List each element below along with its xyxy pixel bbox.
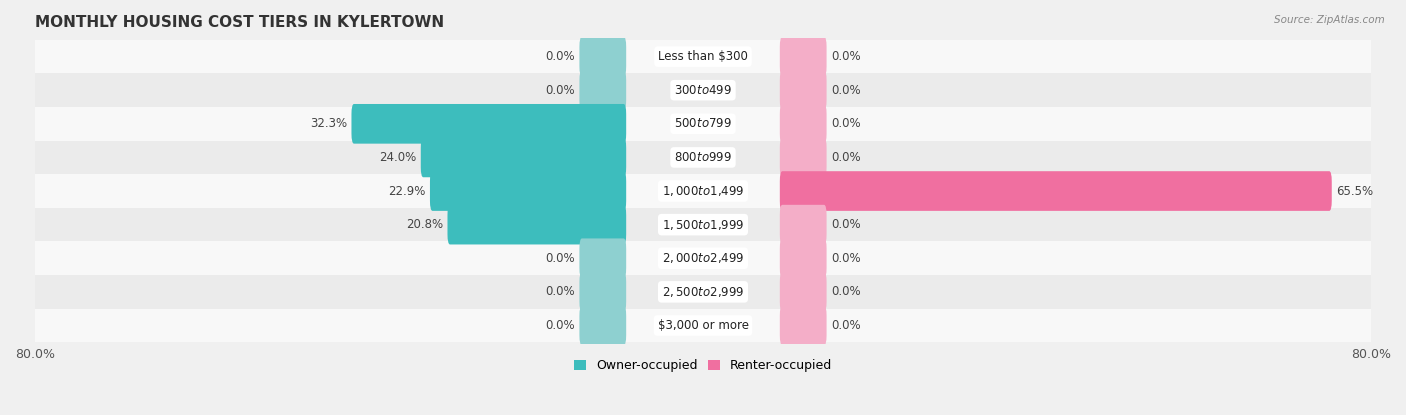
Bar [35,208,1371,242]
FancyBboxPatch shape [780,239,827,278]
Text: 0.0%: 0.0% [831,117,860,130]
Text: 0.0%: 0.0% [546,252,575,265]
Text: 65.5%: 65.5% [1336,185,1374,198]
Text: 0.0%: 0.0% [831,50,860,63]
FancyBboxPatch shape [780,138,827,177]
Bar [35,107,1371,141]
Text: 0.0%: 0.0% [831,151,860,164]
Text: 0.0%: 0.0% [546,50,575,63]
Text: $1,000 to $1,499: $1,000 to $1,499 [662,184,744,198]
Text: $300 to $499: $300 to $499 [673,84,733,97]
Text: MONTHLY HOUSING COST TIERS IN KYLERTOWN: MONTHLY HOUSING COST TIERS IN KYLERTOWN [35,15,444,30]
Text: 0.0%: 0.0% [831,286,860,298]
Text: Source: ZipAtlas.com: Source: ZipAtlas.com [1274,15,1385,24]
Text: $2,000 to $2,499: $2,000 to $2,499 [662,251,744,265]
Text: $500 to $799: $500 to $799 [673,117,733,130]
Text: 0.0%: 0.0% [546,286,575,298]
FancyBboxPatch shape [780,305,827,345]
FancyBboxPatch shape [579,239,626,278]
Text: 0.0%: 0.0% [831,218,860,231]
Text: 0.0%: 0.0% [546,84,575,97]
Bar [35,141,1371,174]
Text: 20.8%: 20.8% [406,218,443,231]
FancyBboxPatch shape [780,71,827,110]
Text: 24.0%: 24.0% [380,151,416,164]
Text: 0.0%: 0.0% [831,84,860,97]
FancyBboxPatch shape [447,205,626,244]
Bar [35,275,1371,309]
FancyBboxPatch shape [579,71,626,110]
FancyBboxPatch shape [430,171,626,211]
FancyBboxPatch shape [579,305,626,345]
FancyBboxPatch shape [780,37,827,76]
FancyBboxPatch shape [780,205,827,244]
Text: $800 to $999: $800 to $999 [673,151,733,164]
FancyBboxPatch shape [780,272,827,312]
Legend: Owner-occupied, Renter-occupied: Owner-occupied, Renter-occupied [568,354,838,378]
Bar [35,174,1371,208]
Bar [35,73,1371,107]
FancyBboxPatch shape [780,171,1331,211]
Text: 0.0%: 0.0% [831,319,860,332]
Bar [35,40,1371,73]
Bar [35,309,1371,342]
FancyBboxPatch shape [780,104,827,144]
Text: $3,000 or more: $3,000 or more [658,319,748,332]
Text: 0.0%: 0.0% [831,252,860,265]
Bar [35,242,1371,275]
Text: $2,500 to $2,999: $2,500 to $2,999 [662,285,744,299]
Text: 22.9%: 22.9% [388,185,426,198]
FancyBboxPatch shape [579,272,626,312]
Text: 32.3%: 32.3% [311,117,347,130]
FancyBboxPatch shape [352,104,626,144]
Text: $1,500 to $1,999: $1,500 to $1,999 [662,217,744,232]
Text: 0.0%: 0.0% [546,319,575,332]
FancyBboxPatch shape [579,37,626,76]
Text: Less than $300: Less than $300 [658,50,748,63]
FancyBboxPatch shape [420,138,626,177]
